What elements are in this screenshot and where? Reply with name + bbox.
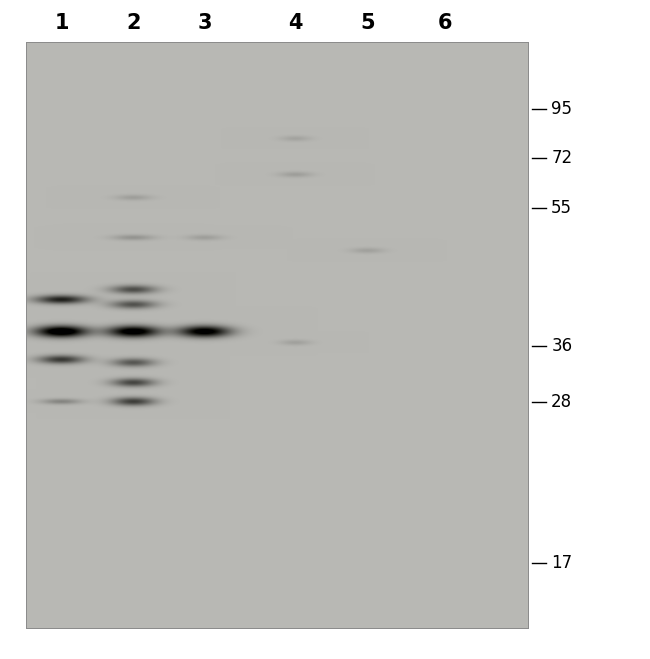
- Text: 5: 5: [360, 13, 374, 33]
- Text: 72: 72: [551, 149, 572, 167]
- Text: 2: 2: [126, 13, 140, 33]
- Text: 55: 55: [551, 198, 572, 217]
- Text: 36: 36: [551, 337, 572, 355]
- Text: 1: 1: [55, 13, 69, 33]
- Text: 6: 6: [438, 13, 452, 33]
- Text: 95: 95: [551, 100, 572, 118]
- Text: 4: 4: [289, 13, 303, 33]
- Text: 17: 17: [551, 554, 572, 573]
- Text: 28: 28: [551, 393, 572, 411]
- Text: 3: 3: [198, 13, 212, 33]
